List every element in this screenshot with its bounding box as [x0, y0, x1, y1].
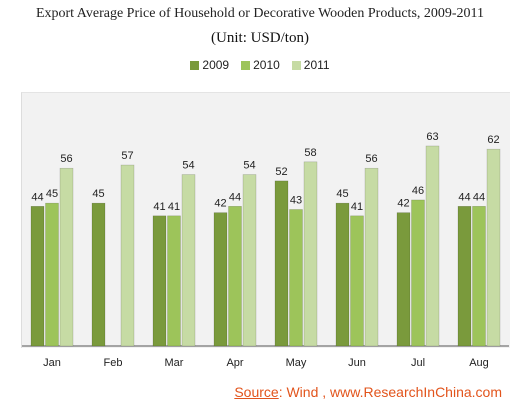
data-label-2009-may: 52 [275, 166, 287, 178]
x-tick-label-apr: Apr [226, 357, 243, 369]
x-tick-label-jan: Jan [43, 357, 61, 369]
source-note: Source: Wind , www.ResearchInChina.com [234, 384, 502, 400]
data-label-2010-apr: 44 [229, 191, 241, 203]
bar-2009-jul [396, 212, 411, 347]
data-label-2009-feb: 45 [92, 188, 104, 200]
bar-2010-jan [45, 202, 59, 347]
data-label-2011-aug: 62 [487, 134, 499, 146]
legend-swatch-2011 [291, 60, 301, 70]
legend: 2009 2010 2011 [0, 58, 520, 72]
x-tick-label-jun: Jun [348, 357, 366, 369]
data-label-2011-jul: 63 [426, 131, 438, 143]
bar-2009-jun [335, 202, 350, 347]
bar-2011-may [303, 161, 318, 347]
data-label-2010-aug: 44 [473, 191, 485, 203]
data-label-2011-may: 58 [304, 147, 316, 159]
data-label-2009-jul: 42 [397, 198, 409, 210]
data-label-2009-jan: 44 [31, 191, 43, 203]
x-tick-label-may: May [286, 357, 307, 369]
data-label-2011-mar: 54 [182, 160, 194, 172]
legend-label-2009: 2009 [202, 58, 230, 72]
bar-2011-aug [486, 148, 501, 347]
bar-2010-jun [350, 215, 364, 347]
bar-2009-mar [152, 215, 167, 347]
bar-2011-jan [59, 167, 74, 347]
bar-2009-feb [91, 202, 106, 347]
bar-2009-may [274, 180, 289, 347]
bar-2010-mar [167, 215, 181, 347]
bar-2011-feb [120, 164, 135, 347]
data-label-2010-jul: 46 [412, 185, 424, 197]
data-label-2009-jun: 45 [336, 188, 348, 200]
bar-2011-jul [425, 145, 440, 347]
legend-item-2009: 2009 [190, 58, 229, 72]
bar-2010-jul [411, 199, 425, 347]
data-label-2011-jan: 56 [60, 153, 72, 165]
data-label-2010-jun: 41 [351, 201, 363, 213]
data-label-2009-aug: 44 [458, 191, 470, 203]
data-label-2009-apr: 42 [214, 198, 226, 210]
data-label-2010-mar: 41 [168, 201, 180, 213]
bar-2009-jan [30, 206, 45, 347]
x-tick-label-mar: Mar [165, 357, 184, 369]
bar-2009-apr [213, 212, 228, 347]
chart-subtitle: (Unit: USD/ton) [211, 30, 309, 46]
source-text: : Wind , www.ResearchInChina.com [278, 384, 502, 400]
bar-2010-aug [472, 206, 486, 347]
legend-item-2011: 2011 [291, 58, 330, 72]
bar-2010-may [289, 209, 303, 347]
data-label-2010-jan: 45 [46, 188, 58, 200]
data-label-2011-apr: 54 [243, 160, 255, 172]
source-label: Source [234, 384, 279, 400]
data-label-2011-jun: 56 [365, 153, 377, 165]
data-label-2011-feb: 57 [121, 150, 133, 162]
legend-label-2011: 2011 [303, 58, 330, 72]
bar-2009-aug [457, 206, 472, 347]
data-label-2009-mar: 41 [153, 201, 165, 213]
x-tick-label-feb: Feb [104, 357, 123, 369]
bar-2011-apr [242, 174, 257, 347]
chart-title: Export Average Price of Household or Dec… [35, 6, 485, 21]
x-tick-label-aug: Aug [469, 357, 489, 369]
bar-2011-mar [181, 174, 196, 347]
bar-2011-jun [364, 167, 379, 347]
x-tick-label-jul: Jul [411, 357, 425, 369]
legend-item-2010: 2010 [241, 58, 280, 72]
bar-2010-apr [228, 206, 242, 347]
legend-swatch-2009 [190, 60, 200, 70]
data-label-2010-may: 43 [290, 194, 302, 206]
legend-swatch-2010 [241, 60, 251, 70]
legend-label-2010: 2010 [253, 58, 280, 72]
